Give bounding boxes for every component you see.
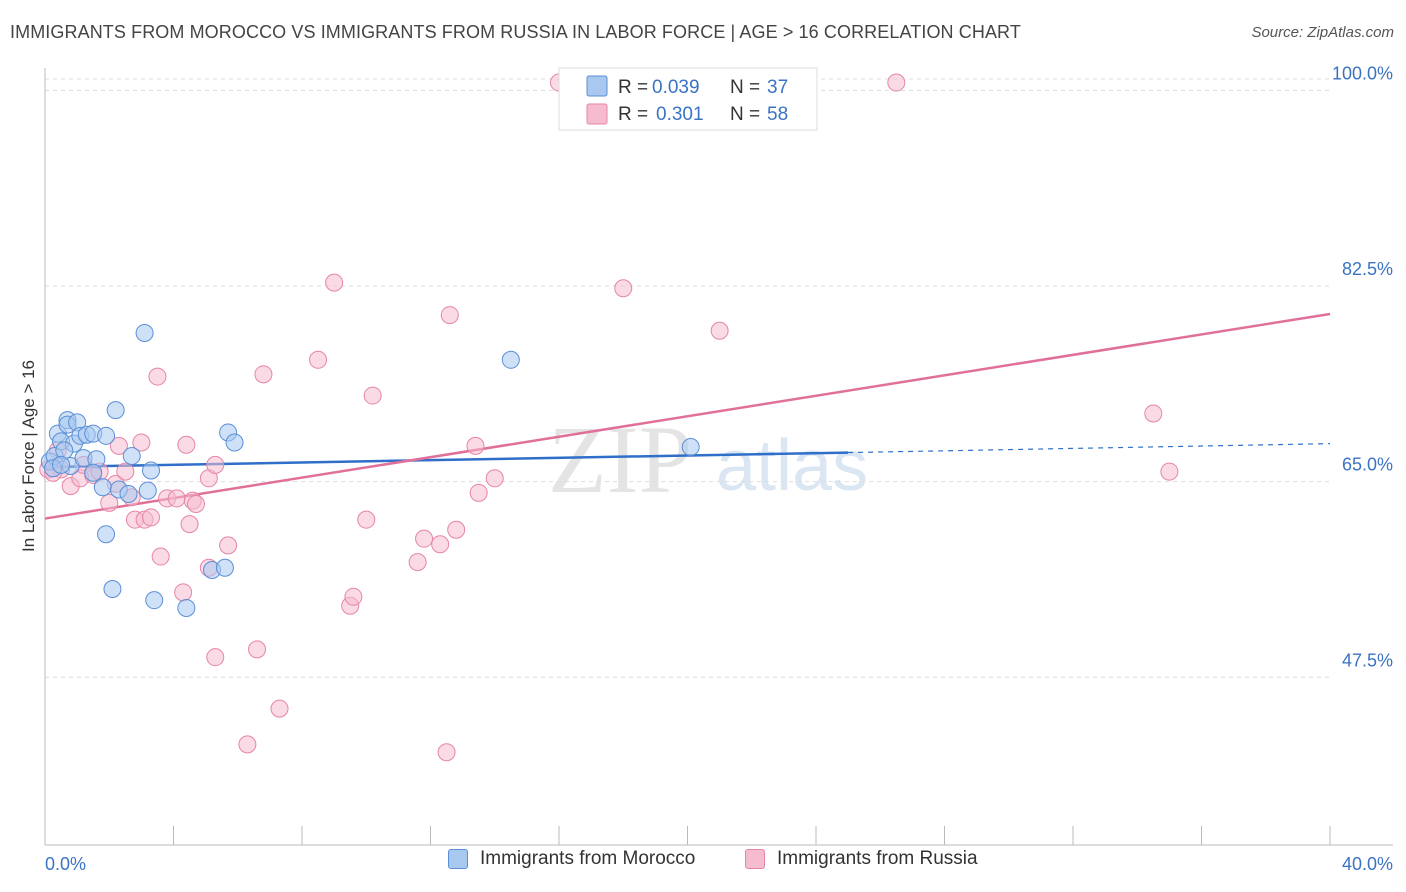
point-morocco <box>106 401 125 420</box>
point-russia <box>1144 404 1163 423</box>
legend-n-label-russia: N = <box>730 104 760 125</box>
point-morocco <box>97 426 116 445</box>
trend-line-morocco-extension <box>848 443 1331 454</box>
stats-legend: R = 0.039 N = 37 R = 0.301 N = 58 <box>558 67 818 131</box>
point-russia <box>132 433 151 452</box>
watermark: ZIP atlas <box>548 406 868 513</box>
point-morocco <box>122 446 141 465</box>
point-russia <box>206 455 225 474</box>
point-russia <box>710 321 729 340</box>
point-morocco <box>145 591 164 610</box>
point-russia <box>270 699 289 718</box>
x-tick-label: 40.0% <box>1342 854 1393 874</box>
point-russia <box>109 436 128 455</box>
watermark-zip: ZIP <box>548 406 692 513</box>
legend-r-value-russia: 0.301 <box>656 104 704 125</box>
point-morocco <box>142 461 161 480</box>
point-russia <box>887 73 906 92</box>
point-russia <box>219 536 238 555</box>
x-tick-label: 0.0% <box>45 854 86 874</box>
point-russia <box>254 365 273 384</box>
source-label: Source: ZipAtlas.com <box>1251 24 1394 41</box>
point-russia <box>309 350 328 369</box>
point-morocco <box>103 579 122 598</box>
point-russia <box>142 508 161 527</box>
legend-n-label-morocco: N = <box>730 77 760 98</box>
point-morocco <box>225 433 244 452</box>
point-morocco <box>681 437 700 456</box>
point-russia <box>485 469 504 488</box>
point-russia <box>174 583 193 602</box>
point-morocco <box>55 441 74 460</box>
legend-swatch-russia <box>586 103 608 125</box>
legend-r-value-morocco: 0.039 <box>652 77 700 98</box>
point-russia <box>186 495 205 514</box>
chart-title: IMMIGRANTS FROM MOROCCO VS IMMIGRANTS FR… <box>10 22 1021 42</box>
point-russia <box>437 743 456 762</box>
point-morocco <box>177 598 196 617</box>
point-morocco <box>97 525 116 544</box>
legend-r-label-morocco: R = <box>618 77 648 98</box>
point-russia <box>1160 462 1179 481</box>
y-axis-label: In Labor Force | Age > 16 <box>19 360 38 552</box>
point-russia <box>415 529 434 548</box>
point-russia <box>325 273 344 292</box>
point-russia <box>151 547 170 566</box>
point-russia <box>148 367 167 386</box>
point-russia <box>357 510 376 529</box>
point-russia <box>344 587 363 606</box>
legend-r-label-russia: R = <box>618 104 648 125</box>
watermark-atlas: atlas <box>716 426 868 506</box>
point-morocco <box>119 484 138 503</box>
tick-labels: 47.5% 65.0% 82.5% 100.0% 0.0% 40.0% <box>45 63 1393 874</box>
point-russia <box>469 483 488 502</box>
point-morocco <box>215 558 234 577</box>
bottom-legend-label-morocco: Immigrants from Morocco <box>480 848 696 869</box>
bottom-legend-item-russia: Immigrants from Russia <box>745 848 978 870</box>
point-morocco <box>52 455 71 474</box>
point-russia <box>238 735 257 754</box>
bottom-legend-item-morocco: Immigrants from Morocco <box>448 848 695 870</box>
point-russia <box>180 515 199 534</box>
point-russia <box>248 640 267 659</box>
y-tick-label: 65.0% <box>1342 455 1393 475</box>
legend-n-value-morocco: 37 <box>767 77 788 98</box>
point-russia <box>440 306 459 325</box>
data-points <box>39 73 1179 762</box>
legend-n-value-russia: 58 <box>767 104 788 125</box>
bottom-legend-swatch-russia <box>745 849 765 869</box>
point-morocco <box>135 323 154 342</box>
point-russia <box>206 648 225 667</box>
point-russia <box>466 436 485 455</box>
point-russia <box>177 435 196 454</box>
gridlines <box>45 78 1330 678</box>
y-tick-label: 82.5% <box>1342 259 1393 279</box>
legend-swatch-morocco <box>586 75 608 97</box>
point-russia <box>614 279 633 298</box>
point-russia <box>447 520 466 539</box>
bottom-legend: Immigrants from Morocco Immigrants from … <box>0 848 1406 880</box>
trend-line-morocco <box>44 451 849 469</box>
point-russia <box>363 386 382 405</box>
point-morocco <box>501 350 520 369</box>
point-russia <box>100 493 119 512</box>
point-russia <box>116 462 135 481</box>
point-russia <box>408 553 427 572</box>
point-morocco <box>138 481 157 500</box>
bottom-legend-swatch-morocco <box>448 849 468 869</box>
bottom-legend-label-russia: Immigrants from Russia <box>777 848 978 869</box>
trend-lines <box>44 312 1331 520</box>
point-morocco <box>84 463 103 482</box>
point-russia <box>167 489 186 508</box>
y-tick-label: 100.0% <box>1332 63 1393 83</box>
y-tick-label: 47.5% <box>1342 650 1393 670</box>
point-morocco <box>93 478 112 497</box>
point-russia <box>431 535 450 554</box>
trend-line-russia <box>44 312 1331 520</box>
